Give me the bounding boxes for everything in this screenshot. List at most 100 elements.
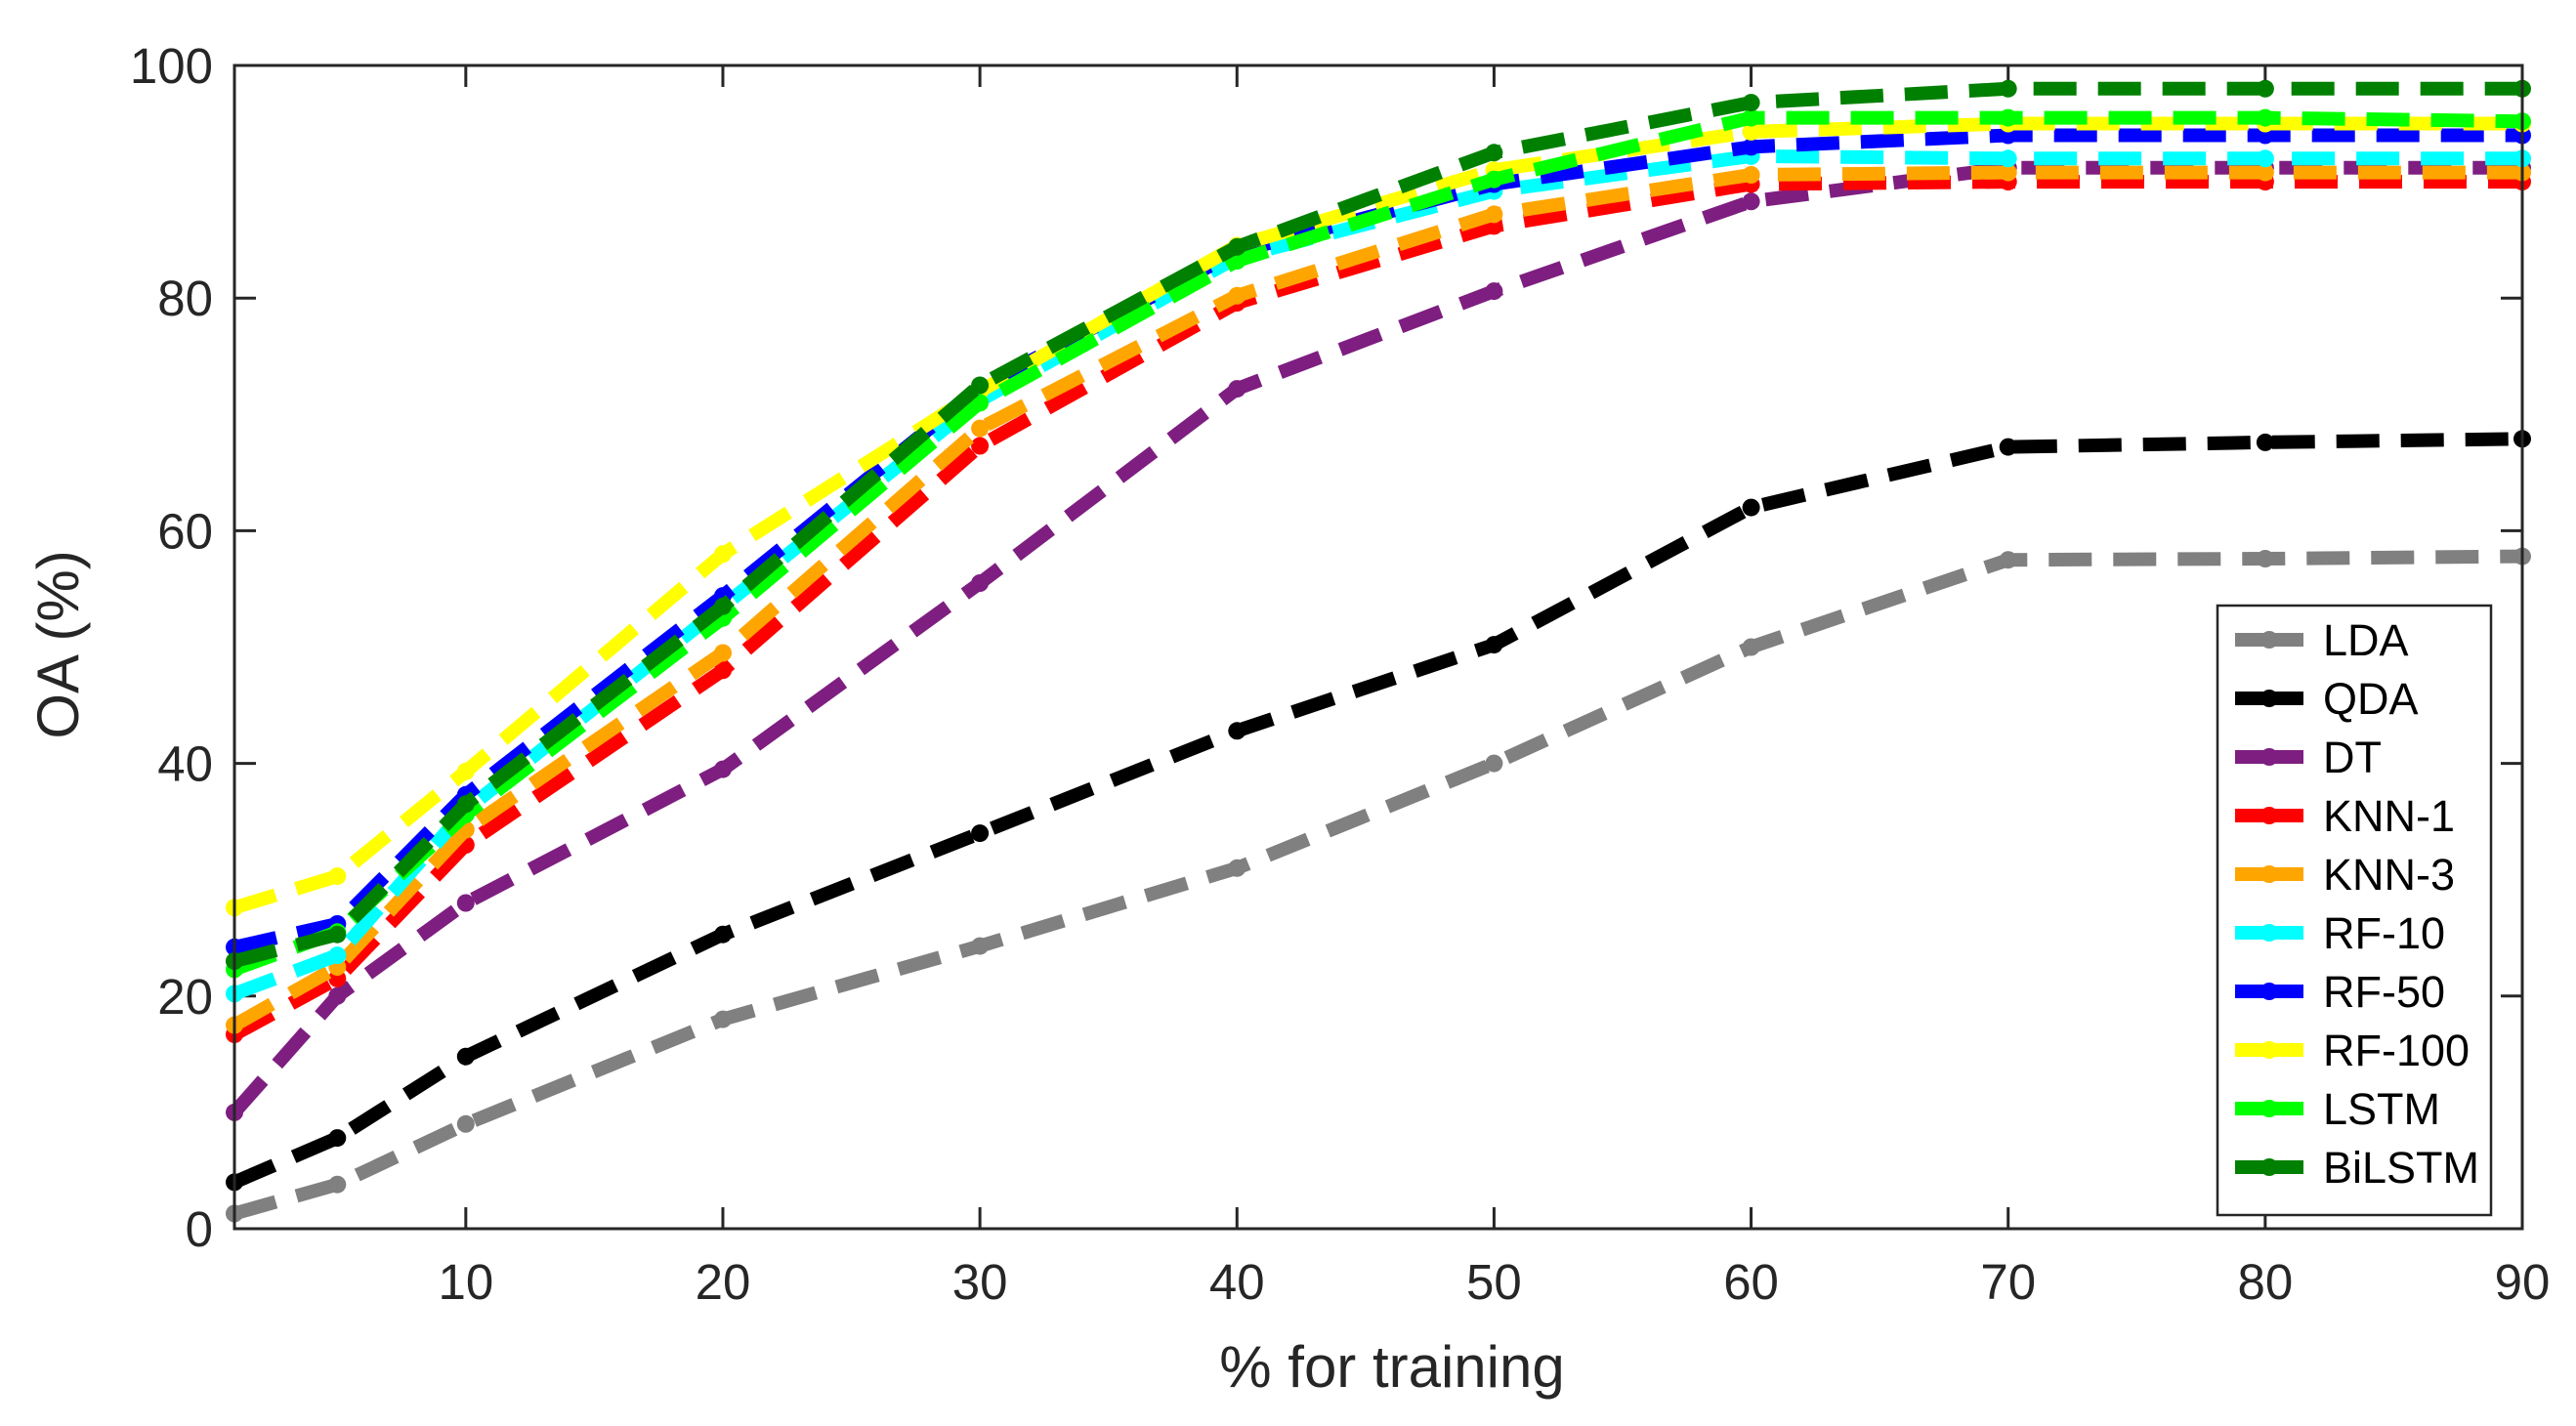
data-point <box>456 762 475 780</box>
data-point <box>1742 166 1760 184</box>
x-tick-label: 70 <box>1980 1254 2036 1310</box>
data-point <box>1485 282 1503 301</box>
legend-label: RF-50 <box>2323 967 2445 1017</box>
data-point <box>328 946 347 965</box>
legend-item: QDA <box>2235 674 2419 724</box>
legend-label: RF-100 <box>2323 1026 2470 1075</box>
legend-item: DT <box>2235 733 2382 782</box>
legend-marker <box>2260 1100 2278 1117</box>
data-point <box>714 644 732 662</box>
data-point <box>2256 108 2274 127</box>
data-point <box>1485 636 1503 654</box>
data-point <box>714 545 732 564</box>
data-point <box>1742 638 1760 656</box>
x-tick-label: 90 <box>2495 1254 2551 1310</box>
data-point <box>971 376 990 395</box>
series-line <box>232 116 2522 914</box>
data-point <box>328 1129 347 1148</box>
y-tick-label: 0 <box>186 1201 213 1257</box>
data-point <box>2256 433 2274 451</box>
x-tick-label: 50 <box>1466 1254 1522 1310</box>
y-tick-label: 100 <box>130 38 213 94</box>
legend-marker <box>2260 1158 2278 1176</box>
legend-item: LDA <box>2235 615 2409 665</box>
data-point <box>714 597 732 615</box>
legend-marker <box>2260 983 2278 1000</box>
data-point <box>1485 144 1503 162</box>
data-point <box>971 937 990 955</box>
legend-marker <box>2260 631 2278 649</box>
data-point <box>1999 108 2017 127</box>
legend-marker <box>2260 807 2278 824</box>
data-point <box>1228 380 1246 398</box>
data-point <box>1228 286 1246 305</box>
data-point <box>1742 498 1760 517</box>
data-point <box>971 824 990 843</box>
data-point <box>2256 79 2274 98</box>
legend-item: BiLSTM <box>2235 1143 2479 1193</box>
data-point <box>2256 550 2274 567</box>
data-point <box>1228 722 1246 740</box>
data-point <box>456 1114 475 1133</box>
y-tick-label: 60 <box>157 503 213 559</box>
data-point <box>1742 122 1760 141</box>
data-point <box>2256 163 2274 182</box>
legend-marker <box>2260 924 2278 942</box>
x-axis-label: % for training <box>1219 1334 1565 1400</box>
data-point <box>971 419 990 438</box>
data-point <box>1999 551 2017 569</box>
x-tick-label: 80 <box>2237 1254 2293 1310</box>
x-tick-label: 30 <box>952 1254 1008 1310</box>
y-axis-label: OA (%) <box>25 550 91 738</box>
legend-label: RF-10 <box>2323 908 2445 958</box>
legend-marker <box>2260 865 2278 883</box>
data-point <box>1742 94 1760 112</box>
data-point <box>456 894 475 912</box>
data-point <box>1485 205 1503 224</box>
legend-items: LDA QDA DT KNN-1 KNN-3 RF-10 RF-50 RF-100 LSTM Bi… <box>2235 615 2479 1193</box>
data-point <box>2256 149 2274 168</box>
y-tick-label: 80 <box>157 271 213 326</box>
data-point <box>1742 108 1760 127</box>
series-lines <box>226 79 2531 1223</box>
legend-label: DT <box>2323 733 2382 782</box>
data-point <box>456 795 475 814</box>
data-point <box>1999 79 2017 98</box>
data-point <box>971 574 990 592</box>
legend-item: RF-100 <box>2235 1026 2470 1075</box>
data-point <box>1228 859 1246 877</box>
data-point <box>714 1010 732 1028</box>
data-point <box>456 1047 475 1066</box>
legend-item: LSTM <box>2235 1084 2440 1134</box>
data-point <box>328 1175 347 1194</box>
legend-marker <box>2260 748 2278 766</box>
data-point <box>328 925 347 944</box>
data-point <box>328 986 347 1005</box>
legend-item: KNN-3 <box>2235 850 2455 900</box>
legend-label: LDA <box>2323 615 2409 665</box>
data-point <box>1999 163 2017 182</box>
legend-label: LSTM <box>2323 1084 2440 1134</box>
data-point <box>714 925 732 944</box>
plot-frame <box>232 63 2524 1231</box>
data-point <box>971 394 990 412</box>
legend-item: RF-10 <box>2235 908 2445 958</box>
series-bilstm <box>226 79 2531 971</box>
legend-marker <box>2260 690 2278 707</box>
tick-labels: 10 20 30 40 50 60 70 80 90 0 20 40 60 80 100 <box>130 38 2550 1310</box>
x-tick-label: 60 <box>1723 1254 1779 1310</box>
data-point <box>714 760 732 778</box>
legend-label: KNN-1 <box>2323 791 2455 841</box>
data-point <box>1742 138 1760 156</box>
data-point <box>971 437 990 455</box>
legend-item: RF-50 <box>2235 967 2445 1017</box>
legend-label: KNN-3 <box>2323 850 2455 900</box>
legend: LDA QDA DT KNN-1 KNN-3 RF-10 RF-50 RF-100 LSTM Bi… <box>2216 604 2493 1217</box>
y-tick-label: 20 <box>157 969 213 1025</box>
x-tick-label: 20 <box>696 1254 751 1310</box>
data-point <box>1999 438 2017 456</box>
legend-label: BiLSTM <box>2323 1143 2479 1193</box>
data-point <box>1228 237 1246 256</box>
